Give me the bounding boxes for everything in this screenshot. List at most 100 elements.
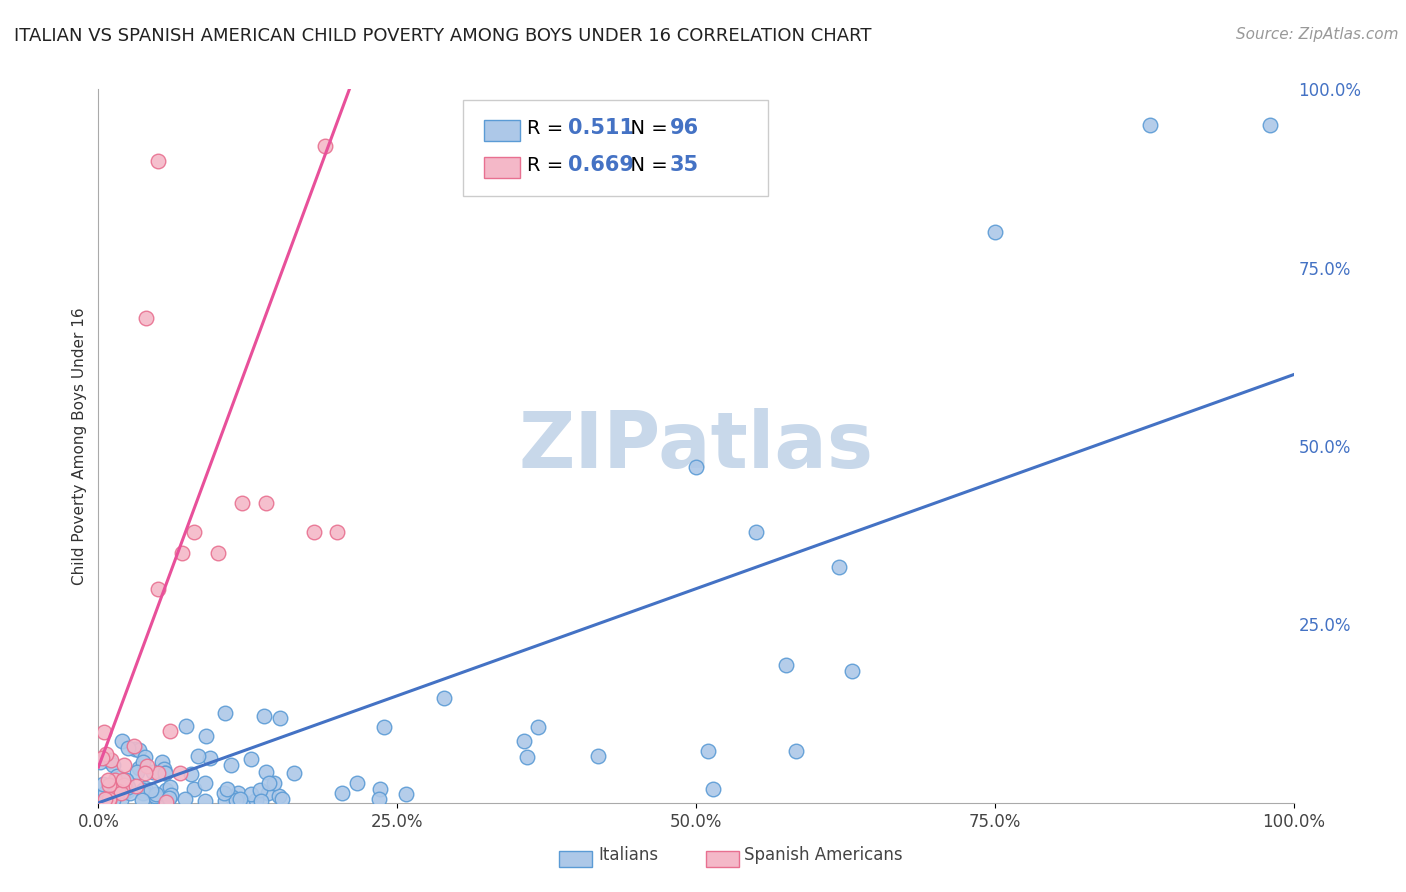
Point xyxy=(229,791,252,805)
Point xyxy=(157,791,180,805)
Point xyxy=(395,787,418,801)
Point xyxy=(94,786,117,800)
Point xyxy=(110,792,132,806)
Point xyxy=(225,793,247,807)
Point xyxy=(702,782,724,797)
Point xyxy=(150,755,173,769)
Point xyxy=(263,776,285,790)
Point xyxy=(240,787,263,801)
Point xyxy=(269,789,291,803)
Point xyxy=(97,772,120,787)
Point xyxy=(131,793,153,807)
Point xyxy=(785,744,807,758)
Point xyxy=(132,755,155,769)
Text: R =: R = xyxy=(527,156,569,175)
Point xyxy=(107,780,129,794)
Point xyxy=(346,775,368,789)
Point xyxy=(128,761,150,775)
Point xyxy=(91,776,114,790)
Point xyxy=(134,766,156,780)
Point xyxy=(588,748,610,763)
Y-axis label: Child Poverty Among Boys Under 16: Child Poverty Among Boys Under 16 xyxy=(72,307,87,585)
Point xyxy=(984,225,1007,239)
Point xyxy=(326,524,349,539)
Point xyxy=(1139,118,1161,132)
Point xyxy=(91,750,114,764)
Point xyxy=(183,781,205,796)
Point xyxy=(217,781,239,796)
Point xyxy=(155,795,177,809)
Point xyxy=(219,758,242,772)
Point xyxy=(107,784,129,798)
Point xyxy=(221,790,243,805)
FancyBboxPatch shape xyxy=(485,157,520,178)
Point xyxy=(254,496,277,510)
Text: Spanish Americans: Spanish Americans xyxy=(744,846,903,863)
Text: N =: N = xyxy=(619,120,675,138)
Point xyxy=(89,755,111,769)
Text: 0.669: 0.669 xyxy=(568,155,634,175)
Point xyxy=(159,780,181,795)
Point xyxy=(117,741,139,756)
Point xyxy=(125,765,148,780)
Point xyxy=(155,765,177,780)
Point xyxy=(245,793,267,807)
Point xyxy=(194,794,217,808)
Point xyxy=(174,719,197,733)
Point xyxy=(93,725,115,739)
Point xyxy=(101,757,124,772)
Point xyxy=(169,765,191,780)
Point xyxy=(97,792,120,806)
Point xyxy=(148,153,170,168)
Point xyxy=(214,794,236,808)
Point xyxy=(183,524,205,539)
Point xyxy=(775,658,797,673)
Point xyxy=(124,779,146,793)
Point xyxy=(254,765,277,780)
Point xyxy=(112,783,135,797)
Point xyxy=(135,310,157,325)
Point xyxy=(128,743,150,757)
Point xyxy=(136,759,159,773)
Point xyxy=(146,766,169,780)
Point xyxy=(745,524,768,539)
Point xyxy=(249,794,271,808)
Point xyxy=(207,546,229,560)
Point xyxy=(841,664,863,678)
Point xyxy=(685,460,707,475)
Text: 96: 96 xyxy=(669,118,699,138)
Point xyxy=(283,765,305,780)
Point xyxy=(432,691,454,706)
Point xyxy=(235,796,257,810)
Point xyxy=(114,772,136,787)
Point xyxy=(110,786,132,800)
Point xyxy=(253,708,276,723)
FancyBboxPatch shape xyxy=(706,851,740,867)
Point xyxy=(112,779,135,793)
Point xyxy=(134,750,156,764)
Point xyxy=(124,742,146,756)
Point xyxy=(117,784,139,798)
Point xyxy=(104,773,127,788)
Point xyxy=(228,786,250,800)
Point xyxy=(124,739,146,753)
Point xyxy=(100,753,122,767)
Point xyxy=(111,772,134,787)
FancyBboxPatch shape xyxy=(558,851,592,867)
Point xyxy=(105,769,128,783)
Point xyxy=(249,783,271,797)
Point xyxy=(97,792,120,806)
Point xyxy=(94,791,117,805)
FancyBboxPatch shape xyxy=(463,100,768,196)
Point xyxy=(118,786,141,800)
Point xyxy=(142,764,165,779)
Point xyxy=(152,762,174,776)
Text: ITALIAN VS SPANISH AMERICAN CHILD POVERTY AMONG BOYS UNDER 16 CORRELATION CHART: ITALIAN VS SPANISH AMERICAN CHILD POVERT… xyxy=(14,27,872,45)
Point xyxy=(174,791,197,805)
Text: ZIPatlas: ZIPatlas xyxy=(519,408,873,484)
Point xyxy=(516,749,538,764)
Point xyxy=(198,751,221,765)
Point xyxy=(214,706,236,720)
Point xyxy=(143,789,166,803)
Point xyxy=(132,783,155,797)
